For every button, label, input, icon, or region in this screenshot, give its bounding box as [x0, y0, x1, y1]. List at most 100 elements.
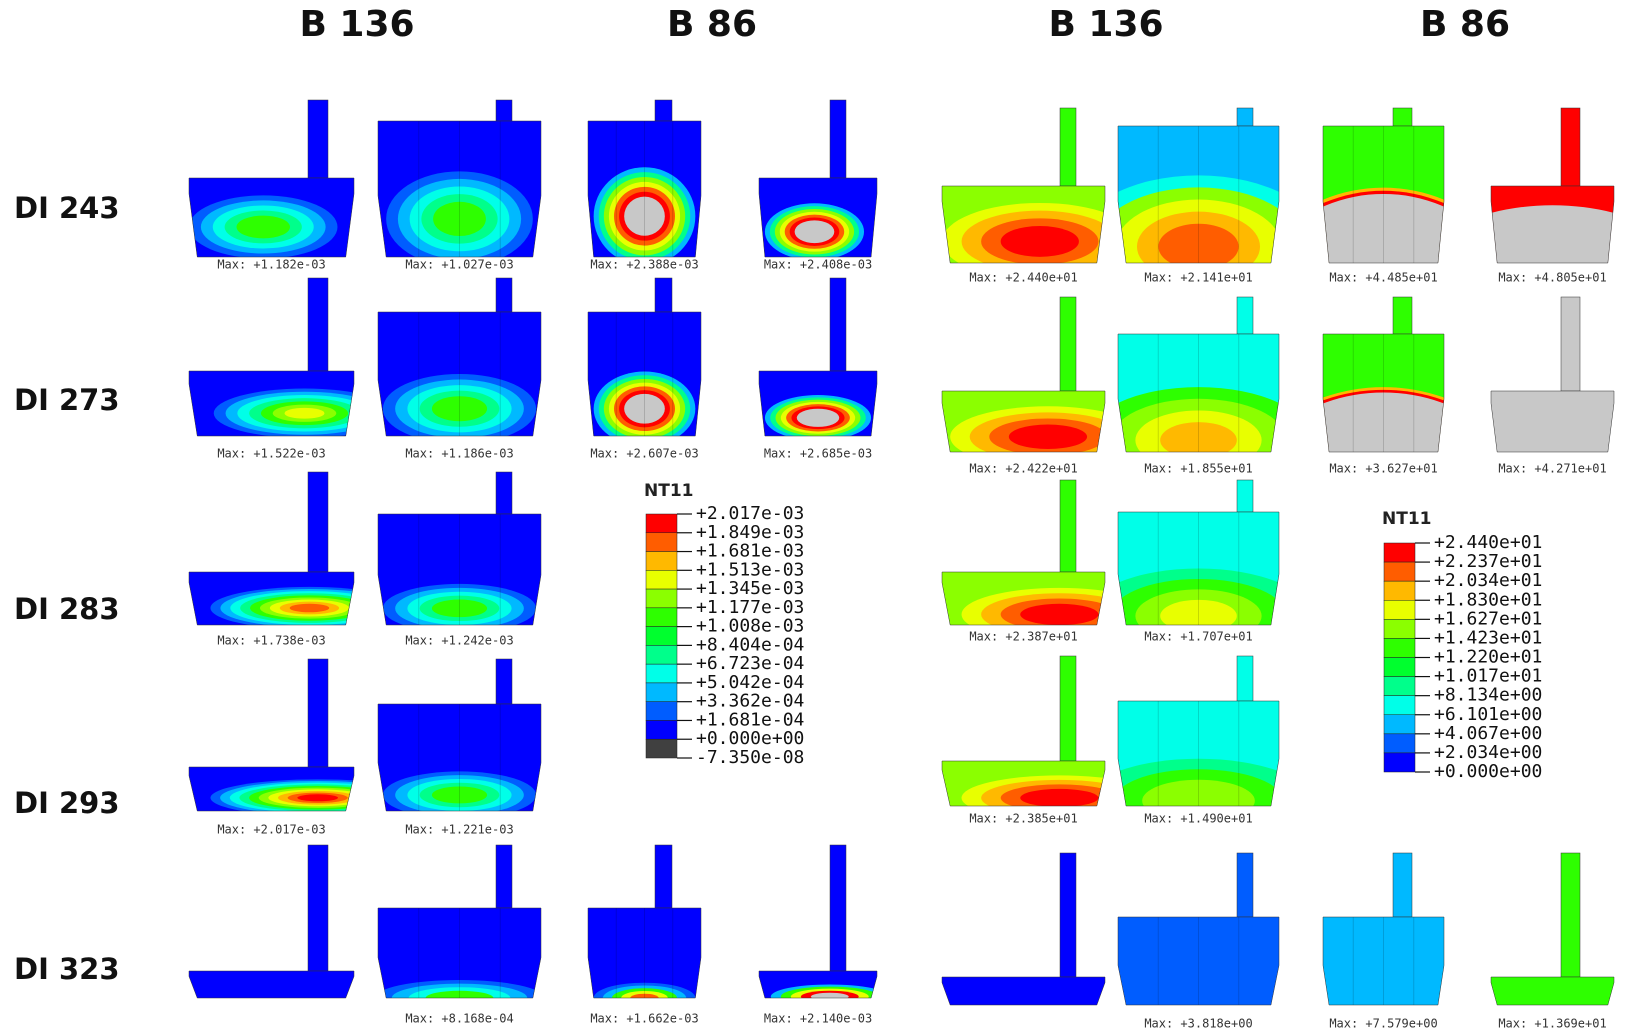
column-header: B 86 — [1420, 4, 1510, 45]
legend-swatch — [646, 552, 677, 571]
legend-swatch — [1384, 619, 1415, 638]
legend-swatch — [646, 589, 677, 608]
legend-label: +1.423e+01 — [1434, 627, 1542, 648]
panel-stem — [830, 278, 846, 371]
legend-swatch — [646, 627, 677, 646]
max-label: Max: +3.818e+00 — [1144, 1017, 1252, 1030]
legend-swatch — [646, 645, 677, 664]
contour-band — [297, 794, 338, 801]
panel-stem — [1237, 656, 1253, 701]
max-label: Max: +4.485e+01 — [1329, 271, 1437, 285]
legend-swatch — [1384, 600, 1415, 619]
panel-body — [1491, 977, 1614, 1005]
contour-band — [1009, 425, 1087, 449]
column-header: B 86 — [667, 4, 757, 45]
legend-swatch — [646, 683, 677, 702]
legend-swatch — [646, 514, 677, 533]
contour-band — [237, 216, 290, 239]
max-label: Max: +4.805e+01 — [1498, 271, 1606, 285]
contour-band — [1020, 604, 1098, 625]
panel-stem — [1393, 853, 1412, 917]
panel-stem — [655, 845, 672, 908]
max-label: Max: +1.182e-03 — [217, 258, 325, 272]
max-label: Max: +2.440e+01 — [969, 271, 1077, 285]
max-label: Max: +1.027e-03 — [405, 258, 513, 272]
panel-stem — [830, 845, 846, 971]
panel-stem — [1237, 480, 1253, 512]
legend-label: +2.034e+01 — [1434, 570, 1542, 591]
contour-band — [1020, 789, 1098, 807]
legend-label: +1.220e+01 — [1434, 647, 1542, 668]
max-label: Max: +1.242e-03 — [405, 634, 513, 648]
panel-stem — [308, 278, 328, 371]
max-label: Max: +4.271e+01 — [1498, 462, 1606, 476]
max-label: Max: +1.490e+01 — [1144, 812, 1252, 826]
panel-stem — [1393, 297, 1412, 334]
legend-swatch — [1384, 562, 1415, 581]
max-label: Max: +8.168e-04 — [405, 1012, 513, 1026]
max-label: Max: +2.607e-03 — [590, 447, 698, 461]
legend-swatch — [646, 739, 677, 758]
panel-stem — [1060, 108, 1076, 186]
contour-bands — [765, 203, 864, 260]
panel-body — [189, 971, 354, 998]
column-header: B 136 — [1048, 4, 1163, 45]
panel-stem — [496, 100, 512, 121]
contour-band — [797, 409, 839, 427]
panel-stem — [308, 472, 328, 572]
max-label: Max: +2.422e+01 — [969, 462, 1077, 476]
panel-stem — [1561, 108, 1580, 186]
legend-swatch — [646, 702, 677, 721]
max-label: Max: +3.627e+01 — [1329, 462, 1437, 476]
legend-swatch — [1384, 696, 1415, 715]
panel-stem — [1060, 853, 1076, 977]
max-label: Max: +2.141e+01 — [1144, 271, 1252, 285]
contour-band — [795, 220, 835, 243]
max-label: Max: +2.017e-03 — [217, 823, 325, 837]
panel-stem — [496, 278, 512, 312]
legend-label: +0.000e+00 — [1434, 761, 1542, 782]
contour-bands — [189, 195, 338, 258]
row-label: DI 293 — [14, 786, 120, 820]
row-label: DI 323 — [14, 952, 120, 986]
legend-title: NT11 — [644, 481, 693, 501]
legend-label: -7.350e-08 — [696, 747, 804, 768]
legend-label: +2.237e+01 — [1434, 551, 1542, 572]
panel-stem — [1060, 656, 1076, 761]
max-label: Max: +2.685e-03 — [764, 447, 872, 461]
max-label: Max: +1.707e+01 — [1144, 630, 1252, 644]
max-label: Max: +7.579e+00 — [1329, 1017, 1437, 1030]
legend-label: +1.830e+01 — [1434, 589, 1542, 610]
panel-body — [1491, 391, 1614, 452]
legend-title: NT11 — [1382, 509, 1431, 529]
max-label: Max: +1.221e-03 — [405, 823, 513, 837]
legend-swatch — [1384, 658, 1415, 677]
legend-swatch — [646, 720, 677, 739]
contour-panel — [378, 100, 541, 267]
legend-swatch — [1384, 677, 1415, 696]
max-label: Max: +2.408e-03 — [764, 258, 872, 272]
contour-band — [290, 604, 330, 612]
max-label: Max: +2.388e-03 — [590, 258, 698, 272]
legend-swatch — [646, 664, 677, 683]
max-label: Max: +1.855e+01 — [1144, 462, 1252, 476]
panel-stem — [308, 100, 328, 178]
legend-swatch — [1384, 581, 1415, 600]
max-label: Max: +2.140e-03 — [764, 1012, 872, 1026]
row-label: DI 273 — [14, 383, 120, 417]
legend-label: +4.067e+00 — [1434, 723, 1542, 744]
panel-stem — [655, 100, 672, 121]
contour-bands — [765, 395, 871, 441]
legend-swatch — [646, 570, 677, 589]
max-label: Max: +1.738e-03 — [217, 634, 325, 648]
contour-band — [285, 408, 325, 419]
panel-stem — [496, 472, 512, 514]
panel-stem — [1237, 108, 1253, 126]
max-label: Max: +1.662e-03 — [590, 1012, 698, 1026]
legend-swatch — [1384, 753, 1415, 772]
legend-label: +1.017e+01 — [1434, 666, 1542, 687]
max-label: Max: +1.186e-03 — [405, 447, 513, 461]
panel-stem — [655, 278, 672, 312]
legend-label: +1.627e+01 — [1434, 608, 1542, 629]
panel-stem — [1237, 297, 1253, 334]
